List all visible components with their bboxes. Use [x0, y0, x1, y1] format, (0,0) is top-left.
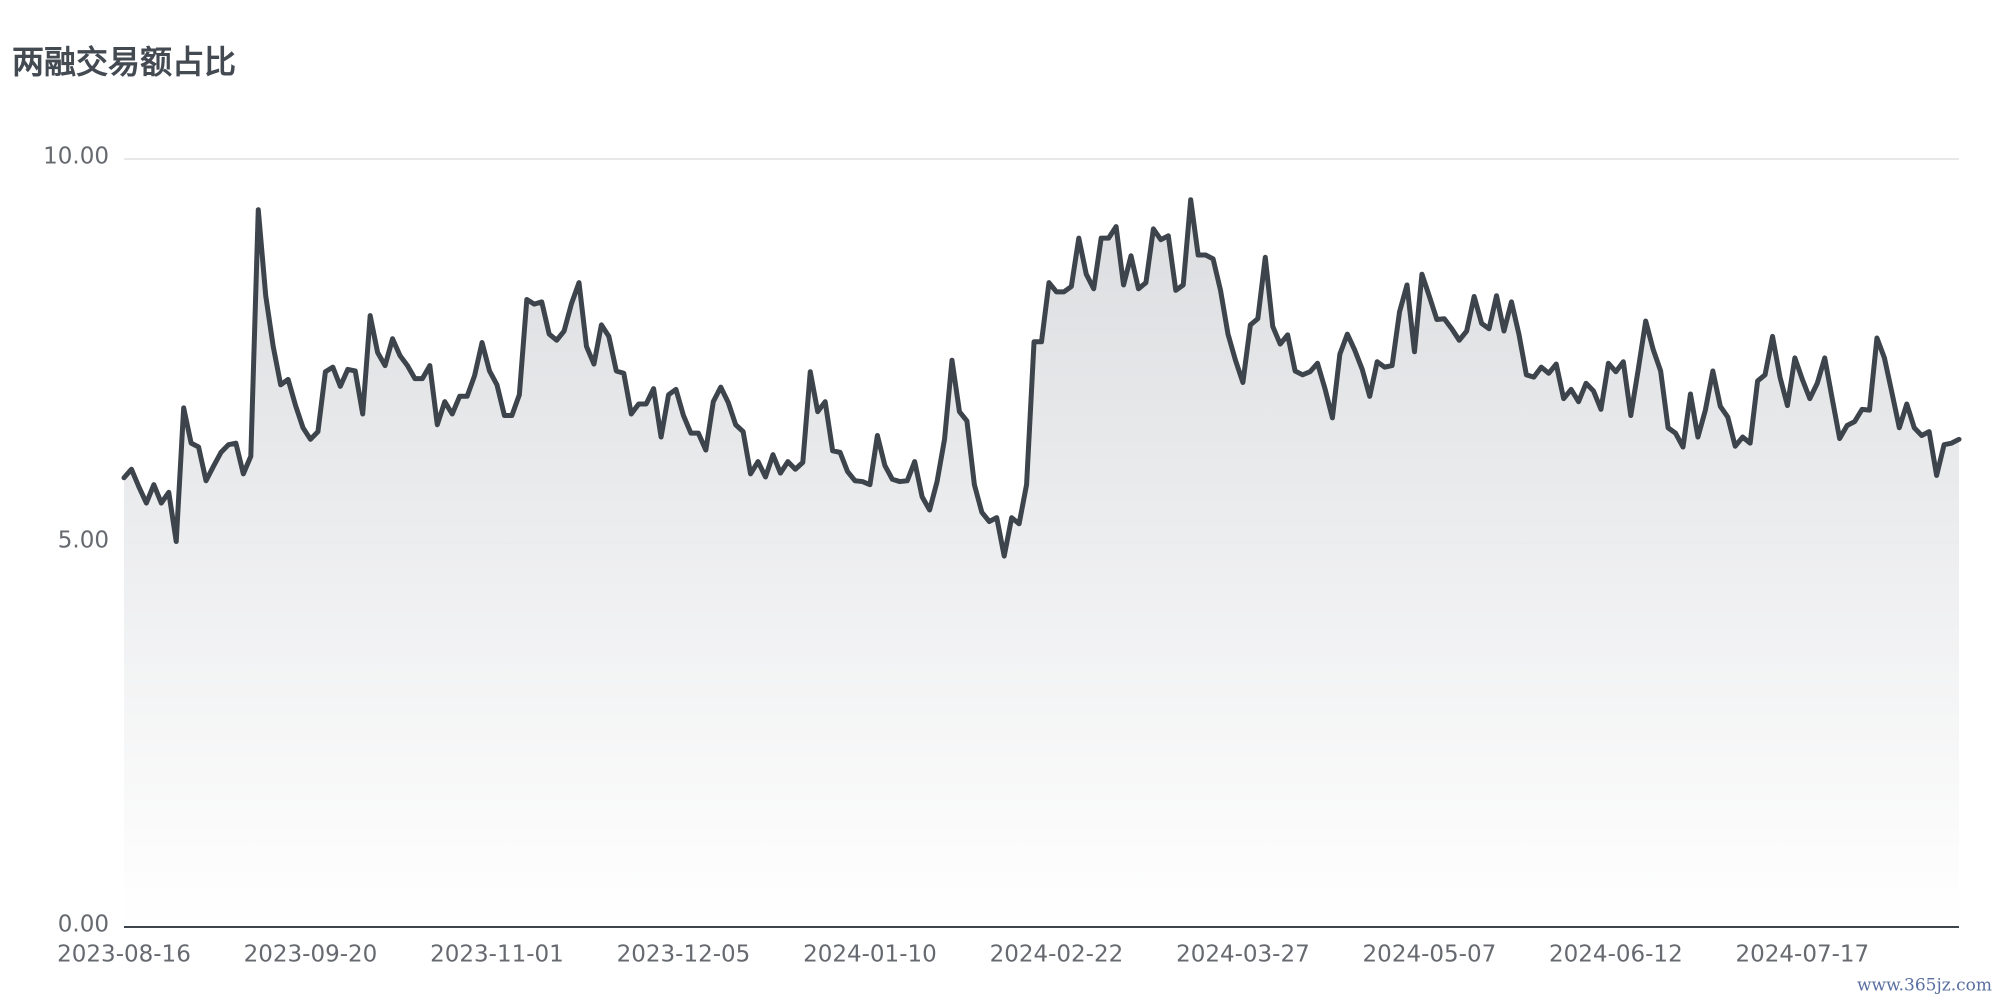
y-tick-label: 5.00 [58, 528, 109, 554]
y-tick-label: 0.00 [58, 912, 109, 938]
x-tick-label: 2024-05-07 [1363, 942, 1497, 968]
x-tick-label: 2024-03-27 [1176, 942, 1310, 968]
x-tick-label: 2024-07-17 [1736, 942, 1870, 968]
x-tick-label: 2023-11-01 [430, 942, 564, 968]
x-tick-label: 2023-08-16 [57, 942, 191, 968]
y-tick-label: 10.00 [43, 144, 109, 170]
x-tick-label: 2024-01-10 [803, 942, 937, 968]
watermark: www.365jz.com [1857, 976, 1992, 996]
area [124, 199, 1959, 927]
x-tick-label: 2023-12-05 [617, 942, 751, 968]
chart-title: 两融交易额占比 [12, 43, 236, 81]
line [121, 197, 1962, 559]
x-tick-label: 2024-02-22 [990, 942, 1124, 968]
x-tick-label: 2023-09-20 [244, 942, 378, 968]
x-tick-label: 2024-06-12 [1549, 942, 1683, 968]
